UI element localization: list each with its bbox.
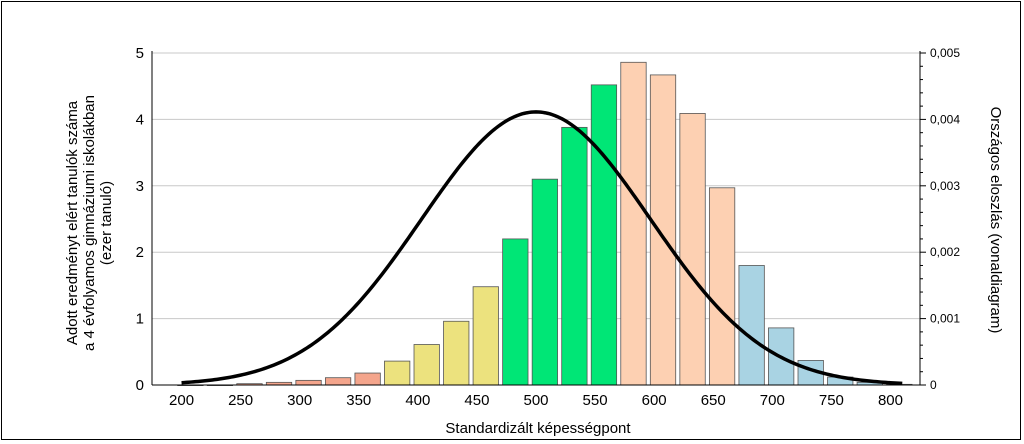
bar (620, 61, 647, 386)
y2-tick-label: 0,004 (930, 112, 960, 126)
bar (531, 178, 558, 386)
y-axis-label-line-1: Adott eredményt elért tanulók száma (64, 100, 81, 345)
x-tick-label: 800 (878, 392, 903, 409)
axes (151, 51, 926, 386)
x-tick-label: 250 (228, 392, 253, 409)
x-tick-label: 650 (701, 392, 726, 409)
y2-tick-label: 0,005 (930, 46, 960, 60)
bar (413, 344, 440, 386)
x-tick-label: 500 (523, 392, 548, 409)
bar (472, 286, 499, 386)
y-axis-label-line-3: (ezer tanuló) (98, 181, 115, 265)
y-tick-label: 0 (136, 377, 144, 394)
bar (649, 74, 677, 386)
x-tick-label: 350 (346, 392, 371, 409)
y2-tick-label: 0,003 (930, 179, 960, 193)
x-tick-labels: 200 250 300 350 400 450 500 550 600 650 700 750 800 (169, 392, 903, 409)
x-tick-label: 550 (583, 392, 608, 409)
x-tick-label: 750 (819, 392, 844, 409)
y2-tick-labels: 0 0,001 0,002 0,003 0,004 0,005 (930, 46, 960, 392)
y-tick-label: 3 (136, 178, 144, 195)
x-tick-label: 450 (464, 392, 489, 409)
x-tick-label: 200 (169, 392, 194, 409)
bars (177, 61, 913, 387)
x-tick-label: 400 (405, 392, 430, 409)
bar (738, 265, 765, 386)
y2-tick-label: 0,001 (930, 312, 960, 326)
y-tick-labels: 0 1 2 3 4 5 (136, 45, 144, 394)
x-tick-label: 600 (642, 392, 667, 409)
y-axis-label-line-2: a 4 évfolyamos gimnáziumi iskolákban (81, 95, 98, 351)
y2-tick-label: 0,002 (930, 245, 960, 259)
bar (443, 320, 470, 386)
distribution-curve (181, 110, 903, 386)
y2-tick-label: 0 (930, 378, 937, 392)
bar (561, 126, 588, 386)
bar (324, 377, 352, 386)
y-tick-label: 1 (136, 311, 144, 328)
y-axis-label: Adott eredményt elért tanulók száma a 4 … (64, 95, 115, 351)
bar (384, 360, 411, 386)
bar (590, 84, 618, 386)
bar (708, 187, 736, 386)
x-axis-label: Standardizált képességpont (445, 420, 631, 437)
y-tick-label: 2 (136, 244, 144, 261)
bar (295, 379, 322, 386)
y2-axis-label: Országos eloszlás (vonaldiagram) (987, 107, 1004, 334)
bar (502, 238, 529, 386)
x-tick-label: 300 (287, 392, 312, 409)
y-tick-label: 5 (136, 45, 144, 62)
bar (679, 113, 706, 386)
bar (354, 372, 381, 386)
bar (768, 327, 795, 386)
y-tick-label: 4 (136, 111, 144, 128)
x-tick-label: 700 (760, 392, 785, 409)
chart: 200 250 300 350 400 450 500 550 600 650 700 750 800 … (64, 45, 1004, 437)
